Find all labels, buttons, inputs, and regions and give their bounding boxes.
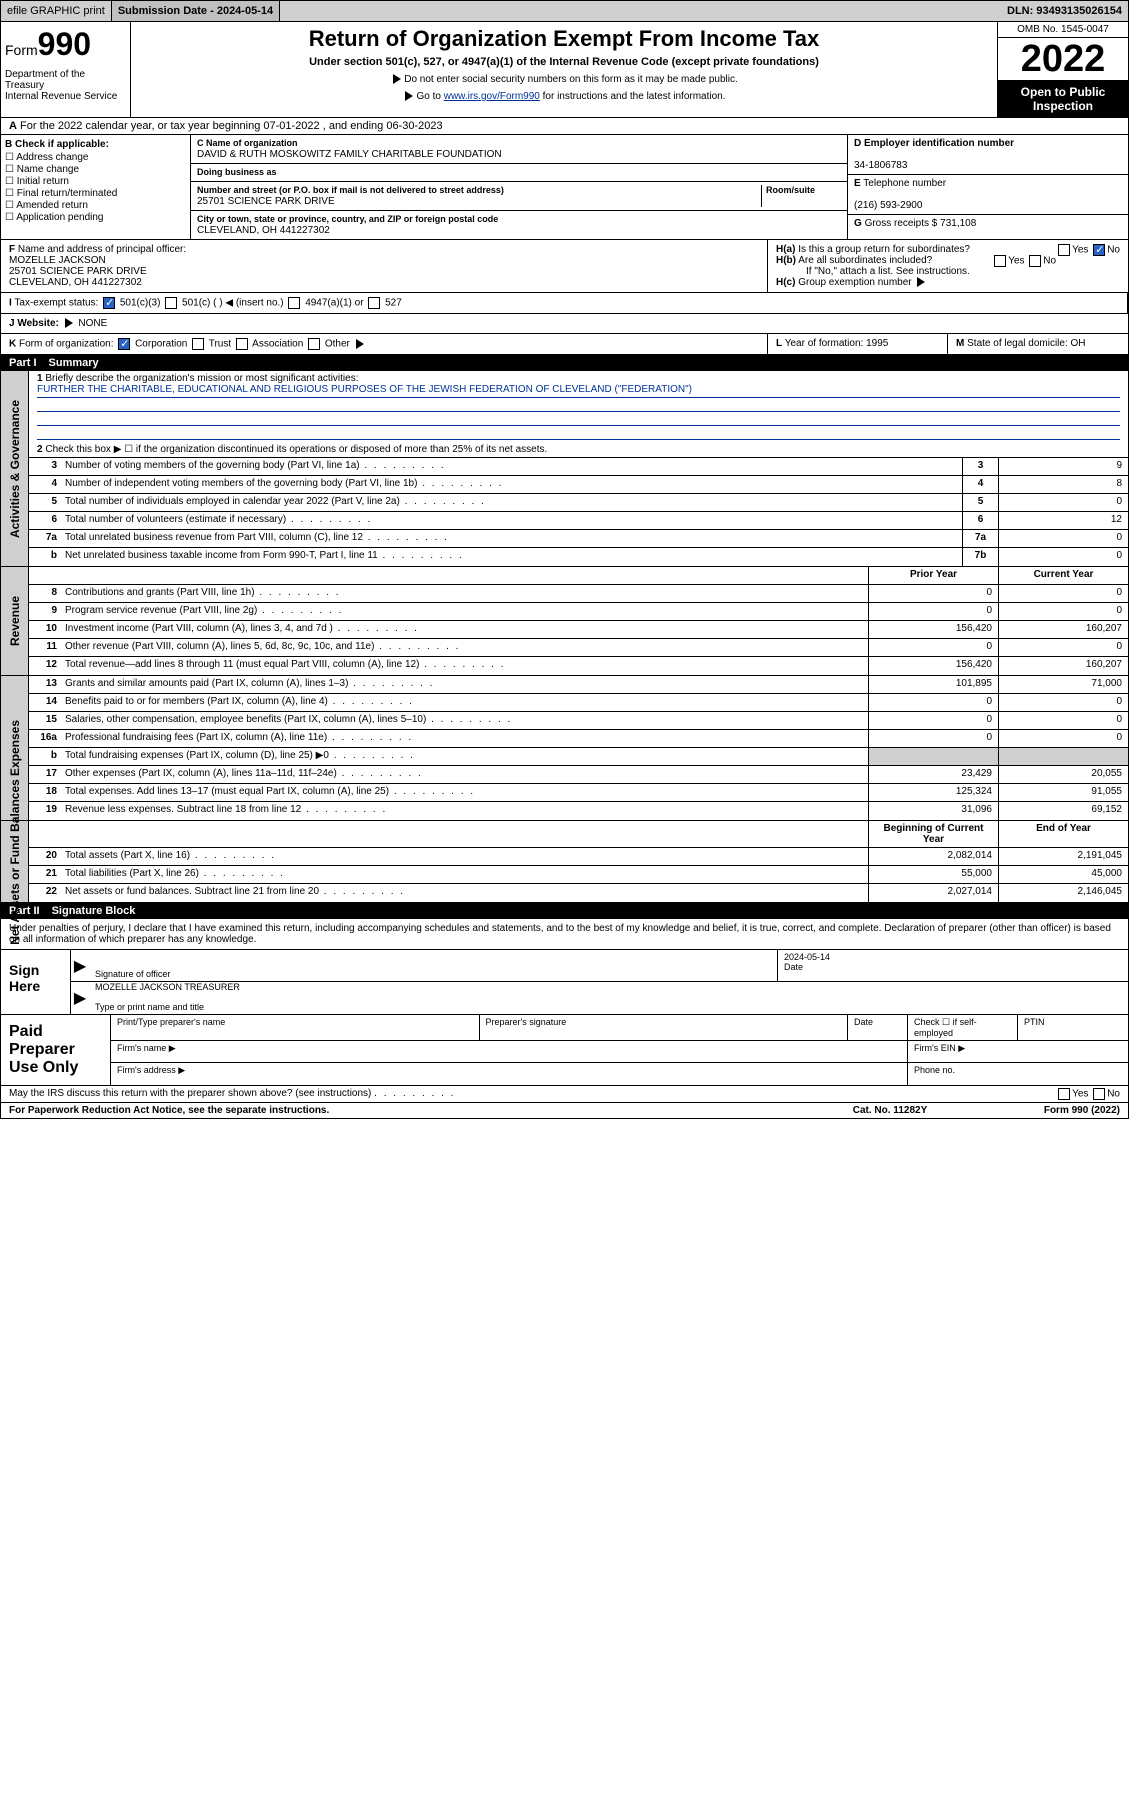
sect-revenue: Revenue Prior YearCurrent Year 8Contribu… (1, 567, 1128, 676)
form-number: Form990 (5, 26, 126, 63)
row-j: J Website: NONE (1, 314, 1128, 334)
label-expenses: Expenses (8, 720, 22, 776)
col-h: H(a) Is this a group return for subordin… (768, 240, 1128, 292)
dept-label: Department of the Treasury Internal Reve… (5, 69, 126, 102)
section-bcdeg: B Check if applicable: Address change Na… (1, 135, 1128, 240)
table-row: 13Grants and similar amounts paid (Part … (29, 676, 1128, 694)
table-row: 3Number of voting members of the governi… (29, 458, 1128, 476)
officer-name-title: MOZELLE JACKSON TREASURER (95, 982, 1122, 992)
header-right: OMB No. 1545-0047 2022 Open to Public In… (998, 22, 1128, 117)
submission-date-button[interactable]: Submission Date - 2024-05-14 (112, 1, 280, 21)
form-container: Form990 Department of the Treasury Inter… (0, 22, 1129, 1119)
note-ssn: Do not enter social security numbers on … (135, 74, 993, 85)
table-row: 15Salaries, other compensation, employee… (29, 712, 1128, 730)
efile-label: efile GRAPHIC print (1, 1, 112, 21)
label-activities: Activities & Governance (8, 399, 22, 537)
inspection-badge: Open to Public Inspection (998, 81, 1128, 117)
ein: 34-1806783 (854, 160, 907, 171)
label-netassets: Net Assets or Fund Balances (8, 779, 22, 945)
table-row: 20Total assets (Part X, line 16)2,082,01… (29, 848, 1128, 866)
page-footer: For Paperwork Reduction Act Notice, see … (1, 1103, 1128, 1118)
table-row: 8Contributions and grants (Part VIII, li… (29, 585, 1128, 603)
org-street: 25701 SCIENCE PARK DRIVE (197, 196, 335, 207)
table-row: 7aTotal unrelated business revenue from … (29, 530, 1128, 548)
label-revenue: Revenue (8, 596, 22, 646)
na-header: Beginning of Current YearEnd of Year (29, 821, 1128, 848)
header-left: Form990 Department of the Treasury Inter… (1, 22, 131, 117)
col-deg: D Employer identification number34-18067… (848, 135, 1128, 239)
sect-activities: Activities & Governance 1 Briefly descri… (1, 371, 1128, 567)
table-row: 5Total number of individuals employed in… (29, 494, 1128, 512)
row-fh: F Name and address of principal officer:… (1, 240, 1128, 293)
part2-header: Part II Signature Block (1, 903, 1128, 919)
table-row: 12Total revenue—add lines 8 through 11 (… (29, 657, 1128, 675)
table-row: 4Number of independent voting members of… (29, 476, 1128, 494)
table-row: 6Total number of volunteers (estimate if… (29, 512, 1128, 530)
table-row: 10Investment income (Part VIII, column (… (29, 621, 1128, 639)
dln-label: DLN: 93493135026154 (1001, 1, 1128, 21)
chk-pending[interactable]: Application pending (5, 212, 186, 223)
top-bar: efile GRAPHIC print Submission Date - 20… (0, 0, 1129, 22)
chk-address[interactable]: Address change (5, 152, 186, 163)
sign-here-block: Sign Here ▶ Signature of officer 2024-05… (1, 950, 1128, 1015)
rev-header: Prior YearCurrent Year (29, 567, 1128, 585)
note-link: Go to www.irs.gov/Form990 for instructio… (135, 91, 993, 102)
sign-here-label: Sign Here (1, 950, 71, 1014)
paid-preparer-block: Paid Preparer Use Only Print/Type prepar… (1, 1015, 1128, 1086)
year-formed: 1995 (866, 338, 888, 349)
form-header: Form990 Department of the Treasury Inter… (1, 22, 1128, 118)
col-b: B Check if applicable: Address change Na… (1, 135, 191, 239)
row-a: A For the 2022 calendar year, or tax yea… (1, 118, 1128, 135)
website: NONE (78, 318, 107, 329)
org-city: CLEVELAND, OH 441227302 (197, 225, 330, 236)
form-title: Return of Organization Exempt From Incom… (135, 26, 993, 52)
perjury-statement: Under penalties of perjury, I declare th… (1, 919, 1128, 950)
row-i: I Tax-exempt status: 501(c)(3) 501(c) ( … (1, 293, 1128, 314)
table-row: 19Revenue less expenses. Subtract line 1… (29, 802, 1128, 820)
table-row: 16aProfessional fundraising fees (Part I… (29, 730, 1128, 748)
chk-amended[interactable]: Amended return (5, 200, 186, 211)
officer-name: MOZELLE JACKSON (9, 255, 106, 266)
table-row: 14Benefits paid to or for members (Part … (29, 694, 1128, 712)
sect-netassets: Net Assets or Fund Balances Beginning of… (1, 821, 1128, 903)
mission-block: 1 Briefly describe the organization's mi… (29, 371, 1128, 442)
chk-final[interactable]: Final return/terminated (5, 188, 186, 199)
table-row: 22Net assets or fund balances. Subtract … (29, 884, 1128, 902)
header-center: Return of Organization Exempt From Incom… (131, 22, 998, 117)
domicile: OH (1071, 338, 1086, 349)
table-row: 11Other revenue (Part VIII, column (A), … (29, 639, 1128, 657)
sig-date: 2024-05-14 (784, 952, 830, 962)
phone: (216) 593-2900 (854, 200, 922, 211)
row-klm: K Form of organization: Corporation Trus… (1, 334, 1128, 355)
table-row: bNet unrelated business taxable income f… (29, 548, 1128, 566)
table-row: bTotal fundraising expenses (Part IX, co… (29, 748, 1128, 766)
irs-link[interactable]: www.irs.gov/Form990 (444, 91, 540, 102)
paid-preparer-label: Paid Preparer Use Only (1, 1015, 111, 1085)
col-f: F Name and address of principal officer:… (1, 240, 768, 292)
form-subtitle: Under section 501(c), 527, or 4947(a)(1)… (135, 56, 993, 68)
omb-number: OMB No. 1545-0047 (998, 22, 1128, 38)
table-row: 17Other expenses (Part IX, column (A), l… (29, 766, 1128, 784)
chk-initial[interactable]: Initial return (5, 176, 186, 187)
tax-year: 2022 (998, 38, 1128, 81)
org-name: DAVID & RUTH MOSKOWITZ FAMILY CHARITABLE… (197, 149, 502, 160)
gross-receipts: 731,108 (940, 218, 976, 229)
table-row: 9Program service revenue (Part VIII, lin… (29, 603, 1128, 621)
table-row: 21Total liabilities (Part X, line 26)55,… (29, 866, 1128, 884)
sect-expenses: Expenses 13Grants and similar amounts pa… (1, 676, 1128, 821)
may-discuss-row: May the IRS discuss this return with the… (1, 1086, 1128, 1103)
table-row: 18Total expenses. Add lines 13–17 (must … (29, 784, 1128, 802)
mission-text: FURTHER THE CHARITABLE, EDUCATIONAL AND … (37, 384, 1120, 398)
col-c: C Name of organizationDAVID & RUTH MOSKO… (191, 135, 848, 239)
chk-name[interactable]: Name change (5, 164, 186, 175)
part1-header: Part I Summary (1, 355, 1128, 371)
